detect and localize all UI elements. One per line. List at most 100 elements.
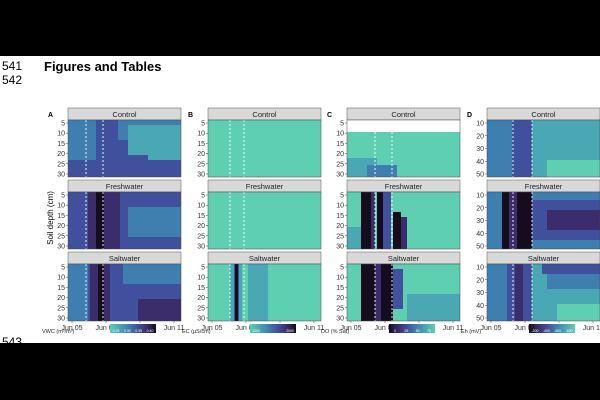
y-tick-label: 40 [476, 231, 484, 238]
panel-letter: B [188, 112, 193, 119]
legend-title: DO (% Sat) [321, 329, 349, 335]
panel-letter: A [48, 112, 53, 119]
legend-tick-label: 25 [404, 329, 408, 333]
plot-fill [68, 120, 181, 177]
contour-band [361, 264, 375, 321]
contour-band [515, 264, 523, 321]
legend-tick-label: 0.40 [147, 329, 154, 333]
y-tick-label: 25 [57, 305, 65, 312]
y-tick-label: 5 [340, 121, 344, 128]
legend-title: VWC (m³/m³) [42, 329, 75, 335]
y-tick-label: 20 [57, 295, 65, 302]
y-tick-label: 20 [476, 277, 484, 284]
contour-band [383, 192, 391, 249]
contour-band [407, 294, 460, 321]
y-tick-label: 20 [336, 223, 344, 230]
plot-fill [487, 120, 600, 177]
x-tick-label: Jun 11 [304, 325, 325, 332]
y-tick-label: 40 [476, 303, 484, 310]
y-tick-label: 25 [57, 233, 65, 240]
legend-title: EC (µS/cm) [182, 329, 211, 335]
contour-band [393, 269, 403, 309]
y-tick-label: 20 [476, 133, 484, 140]
y-tick-label: 40 [476, 159, 484, 166]
x-tick-label: Jun 05 [201, 325, 222, 332]
contour-band [487, 120, 512, 177]
facet-label: Freshwater [246, 182, 284, 191]
y-tick-label: 30 [197, 172, 205, 179]
x-tick-label: Jun 11 [583, 325, 600, 332]
plot-frame [346, 191, 461, 250]
plot-fill [347, 120, 460, 177]
x-tick-label: Jun 05 [340, 325, 361, 332]
x-tick-label: Jun 07 [95, 325, 116, 332]
facet-label: Control [112, 110, 137, 119]
legend-tick-label: 0 [394, 329, 396, 333]
figure-contour-panels: Soil depth (cm) 543 A Control 5 10 15 20 25 30 F… [2, 107, 600, 343]
panel-letter: D [467, 112, 472, 119]
y-tick-label: 20 [336, 151, 344, 158]
plot-frame [207, 191, 322, 250]
y-tick-label: 30 [336, 316, 344, 323]
legend-title: Eh (mV) [461, 329, 481, 335]
y-tick-label: 30 [57, 172, 65, 179]
legend-tick-label: 0.30 [124, 329, 131, 333]
y-tick-label: 30 [476, 290, 484, 297]
contour-band [377, 192, 383, 249]
y-tick-label: 25 [197, 161, 205, 168]
plot-frame [67, 119, 182, 178]
y-tick-label: 15 [336, 213, 344, 220]
section-heading: Figures and Tables [44, 59, 162, 74]
contour-band [138, 299, 181, 321]
y-tick-label: 10 [57, 131, 65, 138]
legend-tick-label: 0.25 [113, 329, 120, 333]
y-tick-label: 30 [197, 244, 205, 251]
facet-label: Saltwater [109, 254, 141, 263]
plot-frame [207, 263, 322, 322]
y-tick-label: 10 [197, 131, 205, 138]
y-tick-label: 50 [476, 316, 484, 323]
x-tick-label: Jun 07 [235, 325, 256, 332]
plot-frame [346, 119, 461, 178]
contour-band [110, 192, 120, 249]
x-tick-label: Jun 11 [443, 325, 464, 332]
y-tick-label: 15 [57, 213, 65, 220]
contour-band [381, 264, 393, 321]
bottom-line-number: 543 [2, 335, 22, 343]
plot-frame [207, 119, 322, 178]
facet-label: Freshwater [385, 182, 423, 191]
y-tick-label: 25 [197, 305, 205, 312]
legend-colorbar [529, 324, 575, 333]
legend-tick-label: -200 [531, 329, 538, 333]
legend-tick-label: -600 [554, 329, 561, 333]
line-number-first: 541 [2, 59, 23, 73]
y-tick-label: 10 [57, 203, 65, 210]
facet-label: Control [252, 110, 277, 119]
plot-frame [346, 263, 461, 322]
contour-band [98, 264, 104, 321]
line-number-second: 542 [2, 73, 23, 87]
contour-band [557, 304, 600, 321]
y-tick-label: 25 [57, 161, 65, 168]
y-tick-label: 5 [201, 265, 205, 272]
legend-tick-label: -400 [543, 329, 550, 333]
y-tick-label: 10 [57, 275, 65, 282]
y-tick-label: 5 [61, 265, 65, 272]
y-tick-label: 30 [336, 172, 344, 179]
y-tick-label: 10 [476, 121, 484, 128]
y-tick-label: 10 [336, 203, 344, 210]
y-tick-label: 20 [197, 295, 205, 302]
y-tick-label: 5 [61, 121, 65, 128]
y-tick-label: 5 [61, 193, 65, 200]
contour-band [235, 264, 238, 321]
y-tick-label: 50 [476, 172, 484, 179]
contour-band [347, 227, 361, 249]
legend-colorbar [389, 324, 435, 333]
y-tick-label: 10 [476, 193, 484, 200]
y-tick-label: 20 [197, 151, 205, 158]
contour-band [347, 120, 460, 132]
x-tick-label: Jun 05 [61, 325, 82, 332]
document-page: 541 542 Figures and Tables Soil depth (c… [0, 56, 600, 343]
contour-band [542, 264, 600, 274]
contour-band [367, 165, 397, 177]
